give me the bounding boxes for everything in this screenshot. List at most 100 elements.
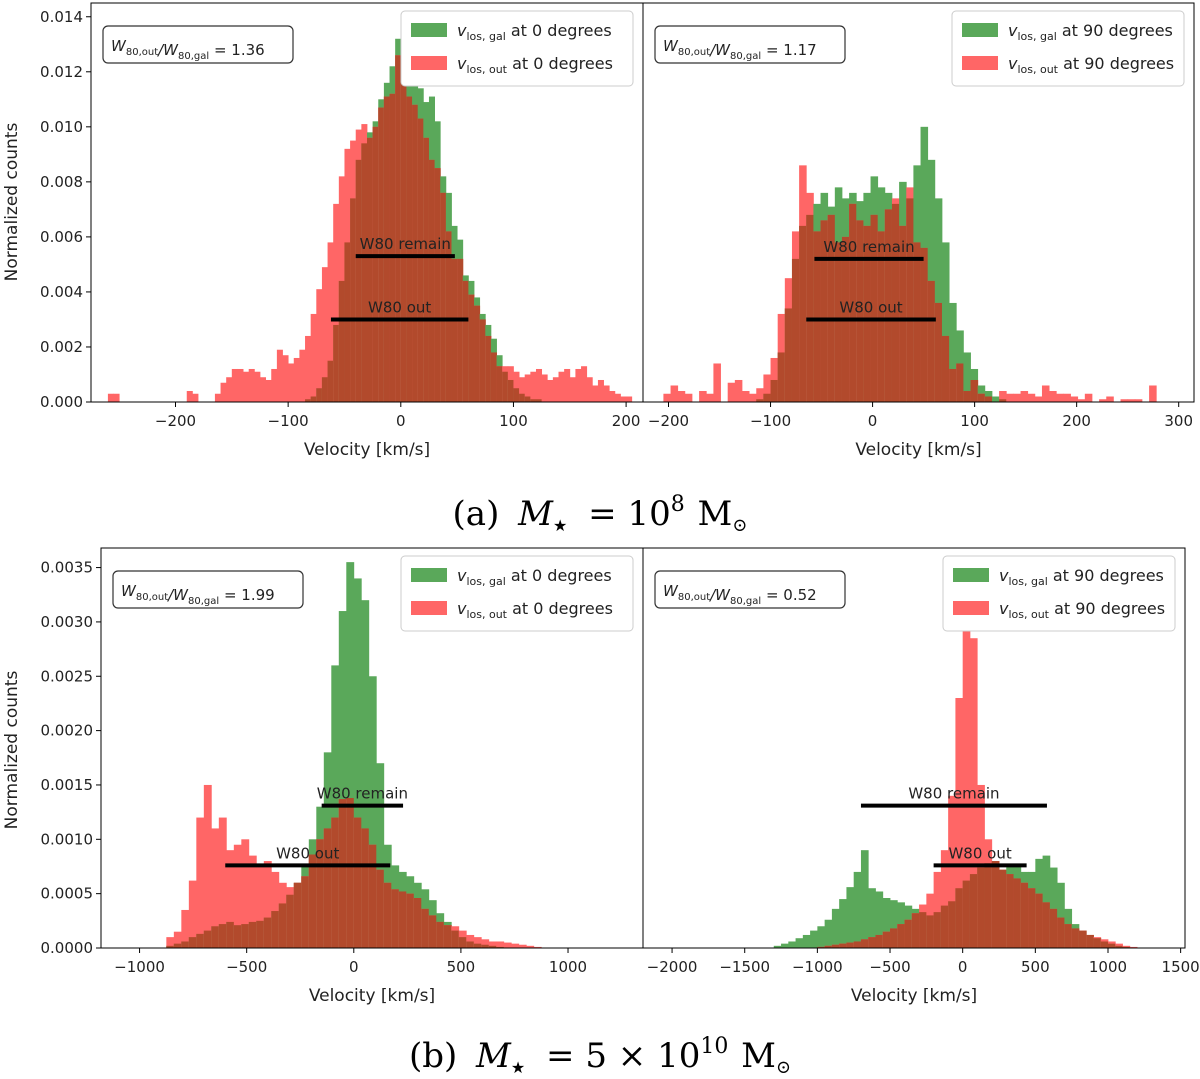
bar-overlap (181, 941, 190, 948)
x-tick-label: 100 (960, 412, 989, 430)
bar-out (955, 698, 964, 948)
bar-overlap (316, 839, 325, 948)
bar-overlap (400, 74, 407, 402)
bar-gal (773, 945, 782, 948)
bar-overlap (806, 214, 814, 402)
bar-out (173, 931, 182, 948)
bar-gal (361, 600, 370, 948)
bar-out (248, 368, 255, 402)
bar-overlap (940, 905, 949, 948)
w80-remain-label: W80 remain (360, 235, 451, 253)
y-tick-label: 0.008 (40, 173, 83, 191)
bar-gal (846, 887, 855, 948)
w80-out-label: W80 out (948, 844, 1011, 862)
bar-out (1013, 393, 1021, 402)
bar-out (233, 844, 242, 948)
bar-overlap (466, 941, 475, 948)
bar-overlap (820, 220, 829, 402)
bar-overlap (1078, 930, 1087, 948)
bar-gal (882, 898, 891, 948)
bar-overlap (784, 308, 793, 402)
bar-overlap (316, 388, 323, 402)
bar-overlap (1057, 917, 1065, 948)
bar-overlap (367, 137, 374, 403)
bar-overlap (999, 869, 1007, 948)
bar-overlap (406, 96, 413, 402)
bar-overlap (310, 396, 317, 402)
bar-overlap (346, 798, 355, 948)
x-tick-label: 0 (349, 958, 359, 976)
bar-out (263, 861, 272, 948)
bar-overlap (927, 280, 936, 402)
bar-out (699, 390, 707, 402)
bar-gal (1049, 867, 1058, 948)
bar-overlap (1035, 893, 1043, 948)
legend-label-out: vlos, out at 90 degrees (999, 599, 1165, 621)
legend-swatch-out (411, 601, 447, 615)
w80-out-label: W80 out (368, 298, 431, 316)
bar-out (1115, 943, 1123, 948)
bar-overlap (899, 225, 907, 402)
bar-overlap (383, 882, 392, 948)
plot-frame (642, 547, 1186, 949)
bar-overlap (863, 225, 871, 402)
y-tick-label: 0.014 (40, 8, 83, 26)
bar-gal (1042, 855, 1051, 948)
bar-out (734, 379, 743, 402)
bar-gal (941, 242, 950, 402)
svg-text:(b) M★ = 5 × 1010: (b) M★ = 5 × 1010 M⊙ (409, 1022, 791, 1079)
bar-overlap (948, 901, 956, 948)
x-tick-label: −500 (226, 958, 267, 976)
bar-out (1056, 393, 1064, 402)
y-axis-label-top: Normalized counts (2, 123, 22, 282)
bar-overlap (226, 921, 235, 948)
bar-gal (802, 934, 811, 948)
panel-a-right: W80 remain W80 out −200 −100 0 100 200 300 Veloc… (642, 2, 1195, 460)
bar-out (166, 937, 175, 948)
legend-swatch-out (411, 56, 447, 70)
bar-overlap (355, 159, 362, 402)
bar-overlap (436, 921, 445, 948)
ratio-label: W80,out/W80,gal = 1.17 (663, 37, 817, 62)
bar-overlap (919, 912, 927, 948)
bar-out (211, 828, 220, 948)
bar-overlap (962, 880, 971, 948)
bar-out (999, 390, 1007, 402)
bar-overlap (1064, 924, 1073, 948)
bar-gal (338, 611, 347, 948)
bar-out (586, 377, 593, 402)
y-tick-label: 0.0020 (41, 722, 94, 740)
bar-out (226, 377, 233, 402)
bar-out (243, 371, 250, 402)
bar-overlap (338, 799, 347, 948)
bar-out (592, 385, 599, 402)
bar-out (1049, 390, 1057, 402)
bar-overlap (395, 55, 402, 403)
bar-overlap (428, 159, 435, 402)
bar-out (713, 363, 721, 402)
bar-overlap (956, 363, 964, 402)
y-axis-label-bottom: Normalized counts (2, 671, 22, 830)
x-tick-label: 0 (396, 412, 406, 430)
bar-out (1034, 396, 1043, 402)
bar-out (288, 363, 295, 402)
bar-overlap (263, 917, 272, 948)
bar-overlap (984, 863, 993, 948)
bar-overlap (770, 379, 779, 402)
bar-out (276, 349, 283, 402)
bar-gal (853, 871, 862, 948)
bar-out (535, 368, 543, 402)
bar-overlap (513, 388, 520, 402)
bar-overlap (849, 203, 857, 402)
bar-gal (781, 943, 789, 948)
bar-overlap (474, 305, 481, 402)
bar-overlap (323, 828, 332, 948)
x-tick-label: 200 (612, 412, 641, 430)
bar-out (299, 349, 306, 402)
bar-out (1063, 393, 1071, 402)
bar-overlap (904, 919, 913, 948)
panel-b-left: W80 remain W80 out −1000 −500 0 500 1000 Veloci… (41, 547, 644, 1006)
bar-overlap (406, 893, 415, 948)
bar-overlap (970, 379, 979, 402)
x-tick-label: −200 (155, 412, 196, 430)
